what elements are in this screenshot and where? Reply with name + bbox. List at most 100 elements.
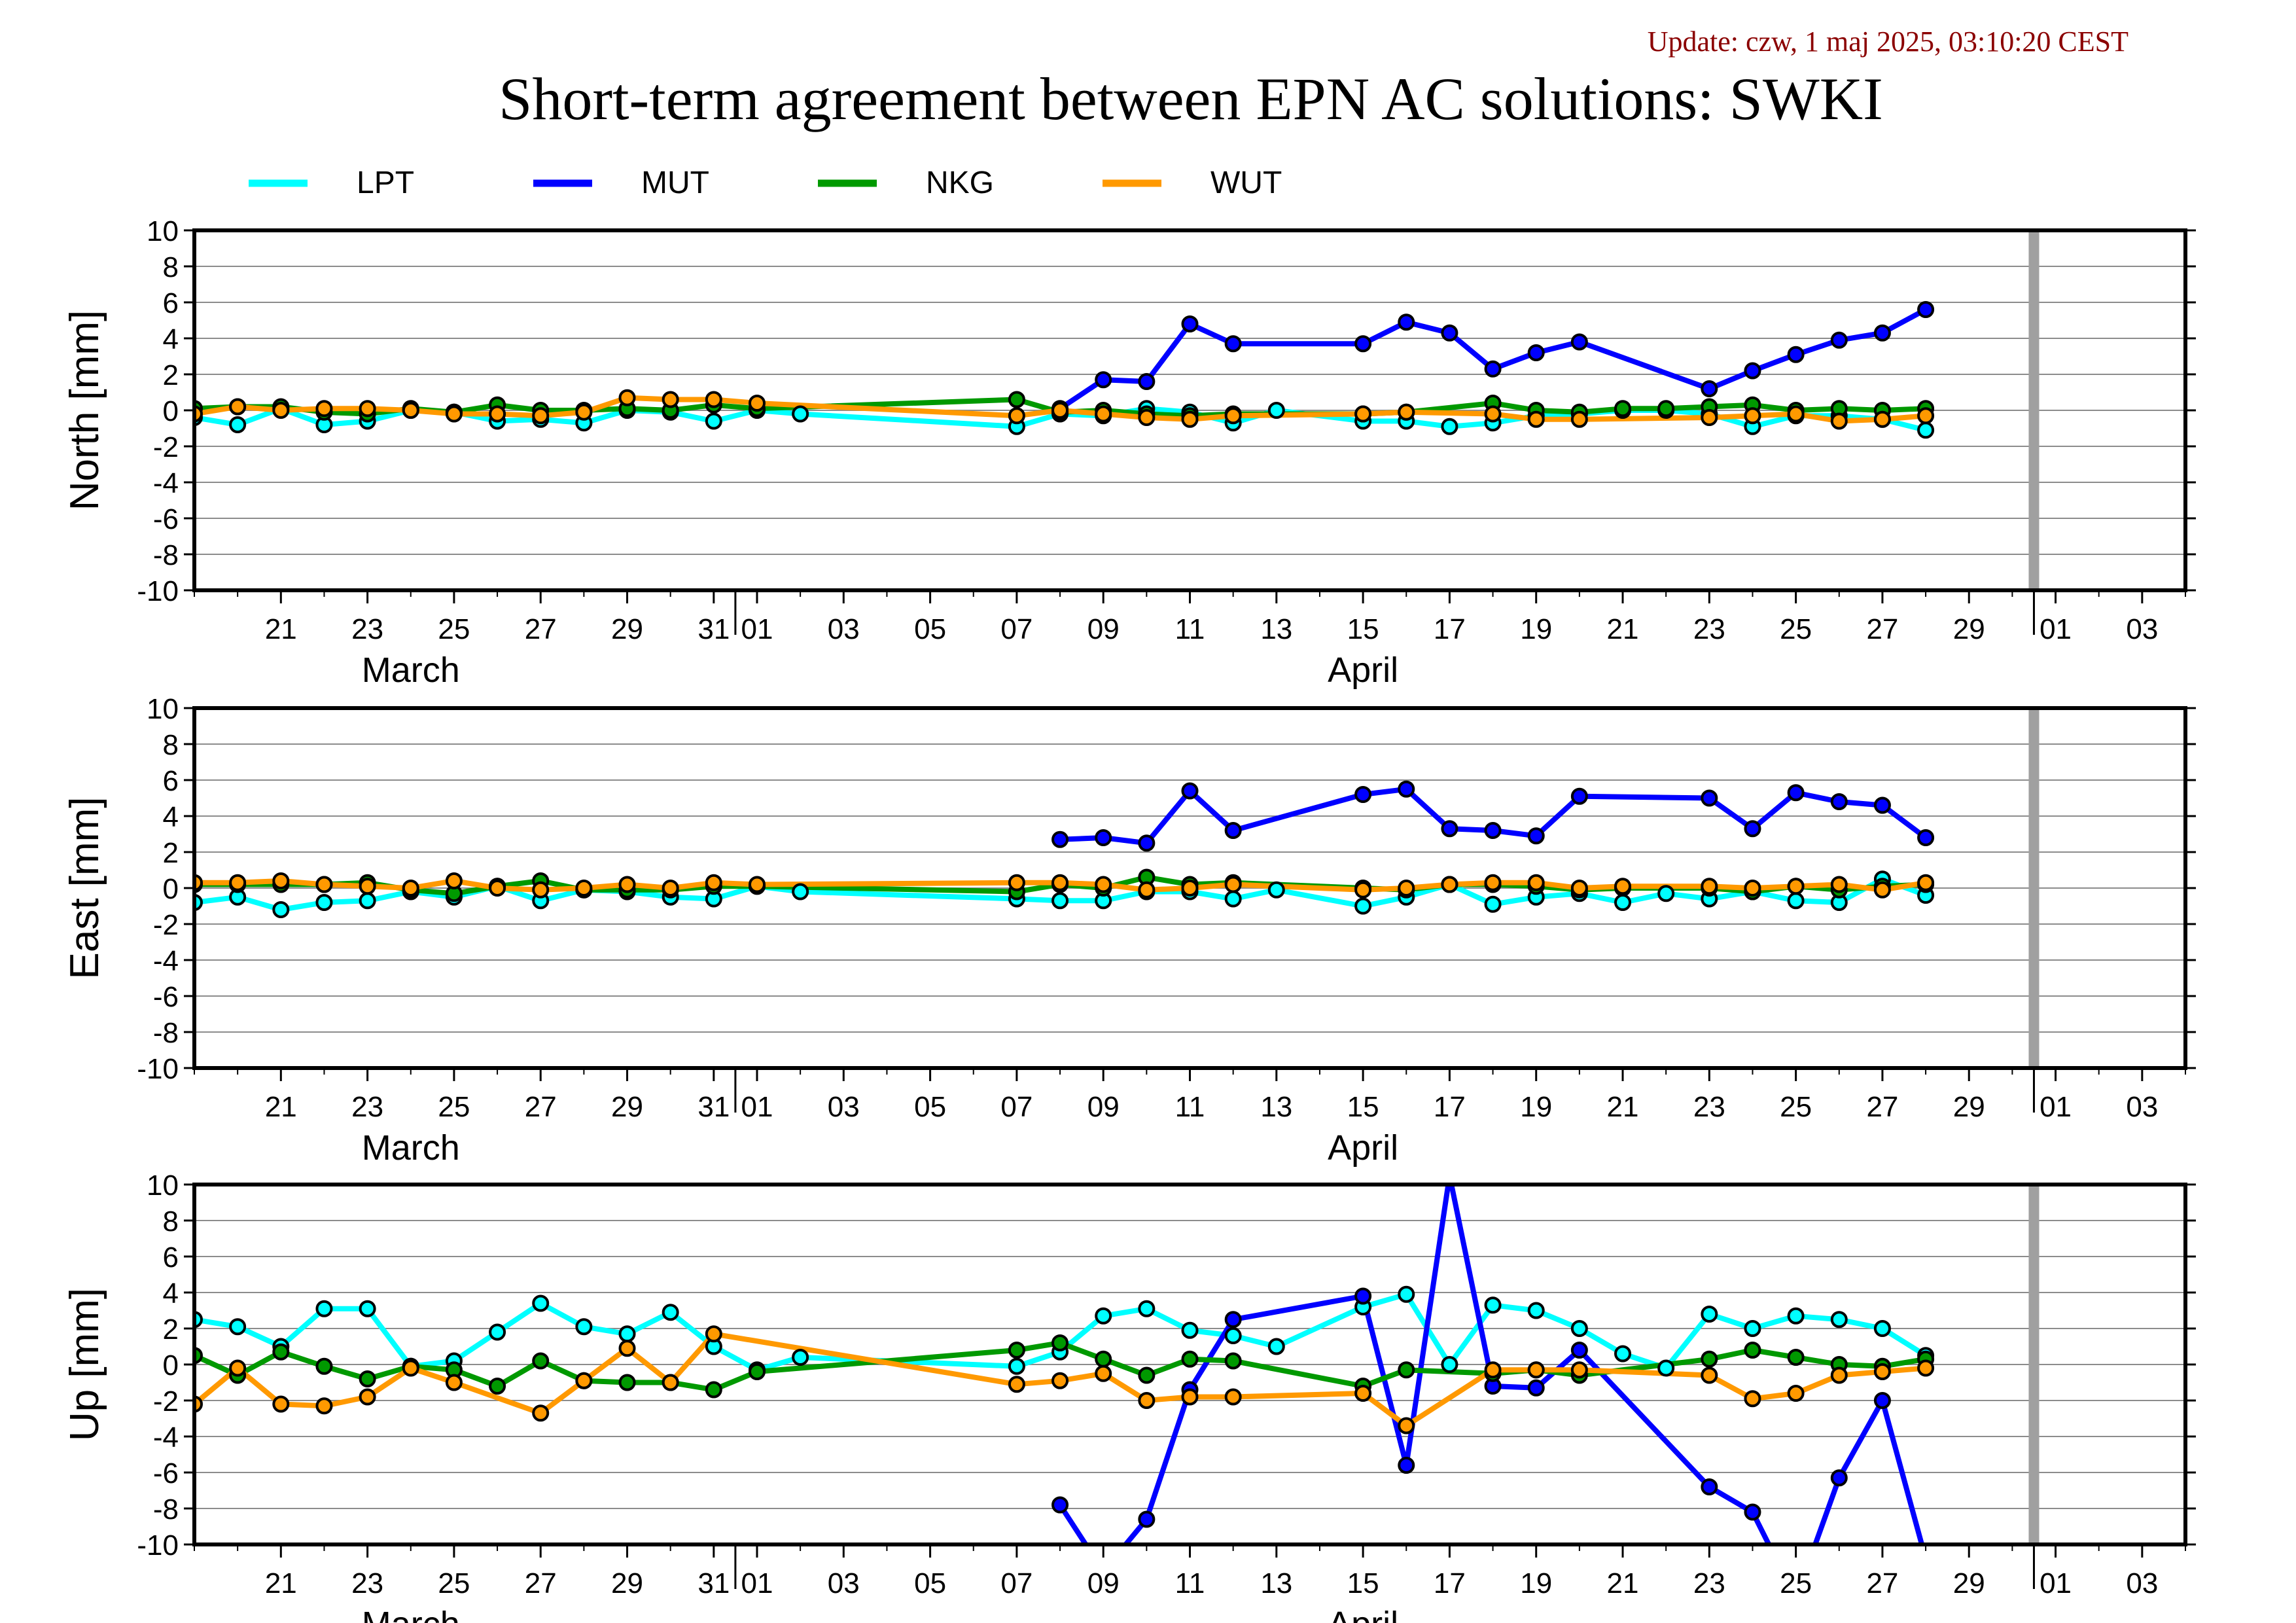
data-point-lpt bbox=[1398, 1285, 1415, 1303]
data-point-wut bbox=[1181, 1388, 1199, 1406]
data-point-mut bbox=[1527, 344, 1545, 361]
x-tick-label: 25 bbox=[438, 1091, 470, 1123]
data-point-wut bbox=[705, 874, 722, 891]
data-point-wut bbox=[532, 881, 550, 899]
data-point-wut bbox=[662, 1374, 679, 1391]
x-tick-label: 27 bbox=[1866, 1091, 1898, 1123]
data-point-wut bbox=[1138, 881, 1156, 899]
data-point-lpt bbox=[792, 883, 809, 901]
data-point-lpt bbox=[1008, 1357, 1025, 1375]
data-point-nkg bbox=[1398, 1361, 1415, 1379]
y-axis-label: North [mm] bbox=[62, 310, 107, 511]
data-point-mut bbox=[1830, 331, 1848, 349]
data-point-lpt bbox=[1484, 895, 1502, 913]
data-point-lpt bbox=[1267, 402, 1285, 419]
plot-area bbox=[194, 301, 1935, 439]
data-point-wut bbox=[1181, 410, 1199, 428]
y-tick-label: -8 bbox=[153, 1493, 179, 1525]
data-point-wut bbox=[705, 391, 722, 408]
data-point-mut bbox=[1224, 1311, 1242, 1329]
y-tick-label: -4 bbox=[153, 467, 179, 499]
data-point-lpt bbox=[1484, 1296, 1502, 1314]
y-tick-label: 6 bbox=[163, 1241, 179, 1274]
month-label: April bbox=[1328, 1128, 1398, 1168]
y-tick-label: 8 bbox=[163, 729, 179, 761]
data-point-wut bbox=[662, 391, 679, 408]
data-point-mut bbox=[1354, 1287, 1372, 1305]
x-tick-label: 17 bbox=[1434, 1091, 1466, 1123]
data-point-nkg bbox=[315, 1357, 333, 1375]
x-tick-label: 09 bbox=[1087, 1567, 1120, 1599]
data-point-lpt bbox=[532, 1294, 550, 1312]
data-point-nkg bbox=[272, 1343, 290, 1361]
data-point-wut bbox=[1570, 880, 1588, 897]
data-point-wut bbox=[618, 389, 636, 406]
data-point-wut bbox=[1570, 1361, 1588, 1379]
data-point-lpt bbox=[229, 416, 247, 433]
data-point-wut bbox=[229, 1359, 247, 1377]
data-point-wut bbox=[618, 876, 636, 893]
data-point-wut bbox=[532, 1404, 550, 1422]
data-point-wut bbox=[1744, 1390, 1761, 1408]
data-point-wut bbox=[1398, 1417, 1415, 1435]
data-point-mut bbox=[1917, 301, 1935, 318]
x-tick-label: 25 bbox=[1780, 1567, 1812, 1599]
y-tick-label: -2 bbox=[153, 909, 179, 941]
data-point-wut bbox=[315, 1397, 333, 1415]
month-label: April bbox=[1328, 651, 1398, 690]
legend-label-wut: WUT bbox=[1210, 166, 1282, 200]
data-point-lpt bbox=[618, 1325, 636, 1343]
x-tick-label: 05 bbox=[914, 1091, 946, 1123]
x-tick-label: 01 bbox=[741, 1091, 773, 1123]
data-point-wut bbox=[1484, 405, 1502, 423]
x-tick-label: 21 bbox=[1607, 1091, 1639, 1123]
data-point-lpt bbox=[272, 901, 290, 918]
data-point-mut bbox=[1830, 1469, 1848, 1487]
data-point-mut bbox=[1787, 346, 1805, 363]
y-tick-label: -6 bbox=[153, 1457, 179, 1489]
data-point-wut bbox=[1701, 409, 1718, 426]
data-point-nkg bbox=[618, 1374, 636, 1391]
y-tick-label: 6 bbox=[163, 765, 179, 797]
x-tick-label: 25 bbox=[1780, 1091, 1812, 1123]
y-tick-label: 10 bbox=[147, 693, 179, 725]
data-point-mut bbox=[1398, 780, 1415, 798]
x-tick-label: 19 bbox=[1520, 613, 1552, 645]
x-tick-label: 29 bbox=[611, 1567, 643, 1599]
data-point-wut bbox=[1917, 407, 1935, 425]
x-tick-label: 19 bbox=[1520, 1091, 1552, 1123]
x-tick-label: 13 bbox=[1260, 613, 1292, 645]
x-tick-label: 15 bbox=[1347, 613, 1379, 645]
data-point-nkg bbox=[705, 1381, 722, 1399]
x-tick-label: 09 bbox=[1087, 613, 1120, 645]
x-tick-label: 03 bbox=[828, 613, 860, 645]
data-point-lpt bbox=[1917, 421, 1935, 439]
data-point-nkg bbox=[1051, 1334, 1069, 1351]
y-tick-label: -8 bbox=[153, 1017, 179, 1049]
data-point-lpt bbox=[359, 1300, 376, 1317]
data-point-mut bbox=[1354, 335, 1372, 353]
data-point-lpt bbox=[1441, 1356, 1458, 1373]
data-point-lpt bbox=[229, 1318, 247, 1336]
plot-area bbox=[194, 1185, 1935, 1544]
x-tick-label: 03 bbox=[2126, 613, 2158, 645]
x-tick-label: 23 bbox=[351, 1567, 383, 1599]
data-point-mut bbox=[1051, 1496, 1069, 1514]
data-point-wut bbox=[489, 405, 506, 423]
x-tick-label: 07 bbox=[1000, 613, 1033, 645]
x-tick-label: 21 bbox=[265, 613, 297, 645]
data-point-wut bbox=[1008, 874, 1025, 891]
data-point-lpt bbox=[1873, 1320, 1891, 1337]
x-tick-label: 01 bbox=[2040, 613, 2072, 645]
data-point-wut bbox=[575, 403, 593, 421]
x-tick-label: 27 bbox=[1866, 613, 1898, 645]
y-tick-label: -10 bbox=[137, 575, 179, 607]
data-point-wut bbox=[1051, 1372, 1069, 1389]
x-tick-label: 19 bbox=[1520, 1567, 1552, 1599]
today-marker bbox=[2028, 230, 2040, 590]
update-timestamp: Update: czw, 1 maj 2025, 03:10:20 CEST bbox=[1648, 26, 2128, 58]
data-point-wut bbox=[1224, 1388, 1242, 1406]
data-point-mut bbox=[1873, 1392, 1891, 1409]
